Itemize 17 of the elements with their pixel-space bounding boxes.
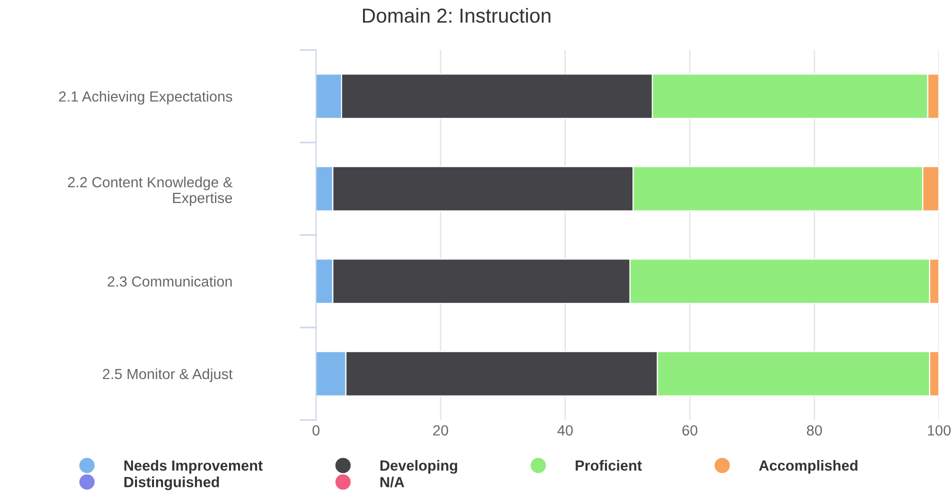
x-tick-label: 80 [806,425,822,436]
x-tick-label: 100 [928,425,951,436]
chart-title: Domain 2: Instruction [362,8,550,23]
y-tick-label: 2.5 Monitor & Adjust [102,368,233,382]
legend-label: Accomplished [759,460,858,474]
legend-label: N/A [380,476,404,488]
legend-label: Developing [380,460,458,474]
x-tick-label: 60 [682,425,698,436]
y-tick-label: 2.2 Content Knowledge & Expertise [68,176,232,206]
x-tick-label: 40 [557,425,573,436]
y-tick-label: 2.3 Communication [108,276,232,287]
x-tick-label: 20 [433,425,448,436]
legend-label: Distinguished [124,476,219,490]
y-tick-label: 2.1 Achieving Expectations [59,90,232,105]
x-tick-label: 0 [312,425,320,436]
legend-label: Needs Improvement [124,460,263,474]
legend-label: Proficient [576,460,642,471]
